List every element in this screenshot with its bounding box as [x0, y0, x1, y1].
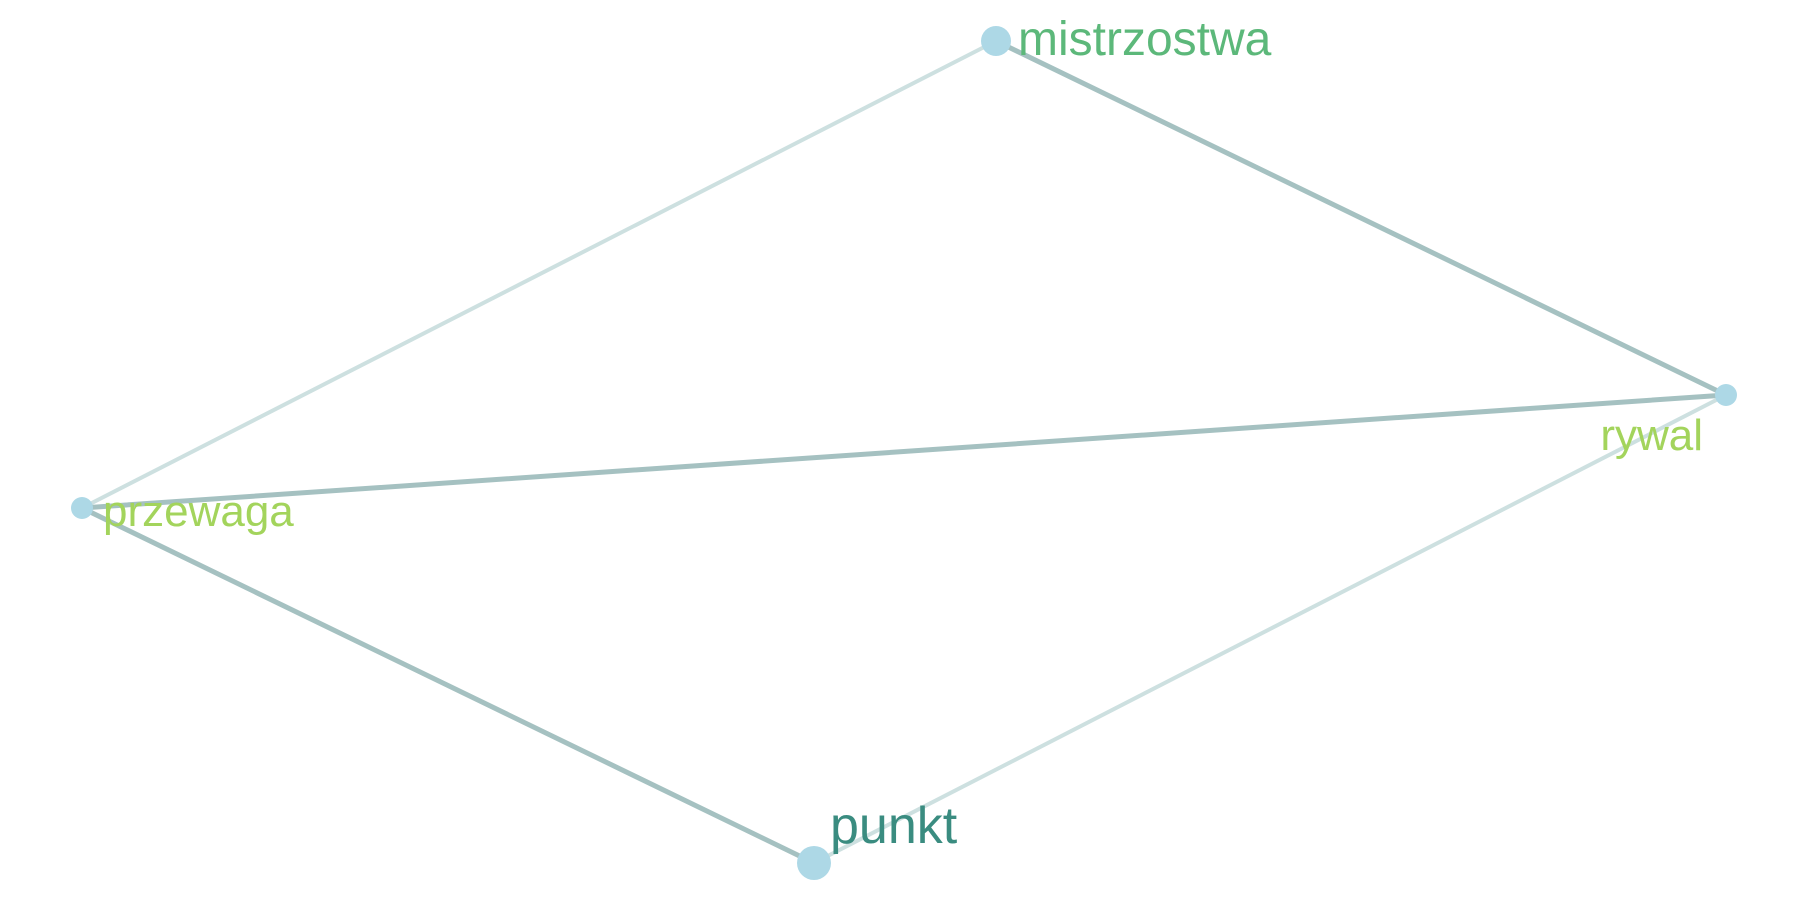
node-label-mistrzostwa: mistrzostwa: [1018, 13, 1272, 66]
edge-punkt-rywal: [812, 393, 1728, 865]
node-rywal[interactable]: [1715, 384, 1737, 406]
node-label-rywal: rywal: [1600, 411, 1703, 460]
labels-layer: mistrzostwa rywal przewaga punkt: [103, 13, 1703, 855]
node-przewaga[interactable]: [71, 497, 93, 519]
edge-mistrzostwa-rywal: [993, 38, 1729, 398]
edge-przewaga-punkt: [79, 505, 817, 866]
node-punkt[interactable]: [797, 846, 831, 880]
node-label-punkt: punkt: [830, 797, 958, 855]
edges-layer: [79, 38, 1729, 866]
node-mistrzostwa[interactable]: [981, 26, 1011, 56]
nodes-layer: [71, 26, 1737, 880]
edge-przewaga-rywal: [79, 392, 1729, 511]
edge-mistrzostwa-przewaga: [80, 39, 998, 510]
node-label-przewaga: przewaga: [103, 487, 294, 536]
